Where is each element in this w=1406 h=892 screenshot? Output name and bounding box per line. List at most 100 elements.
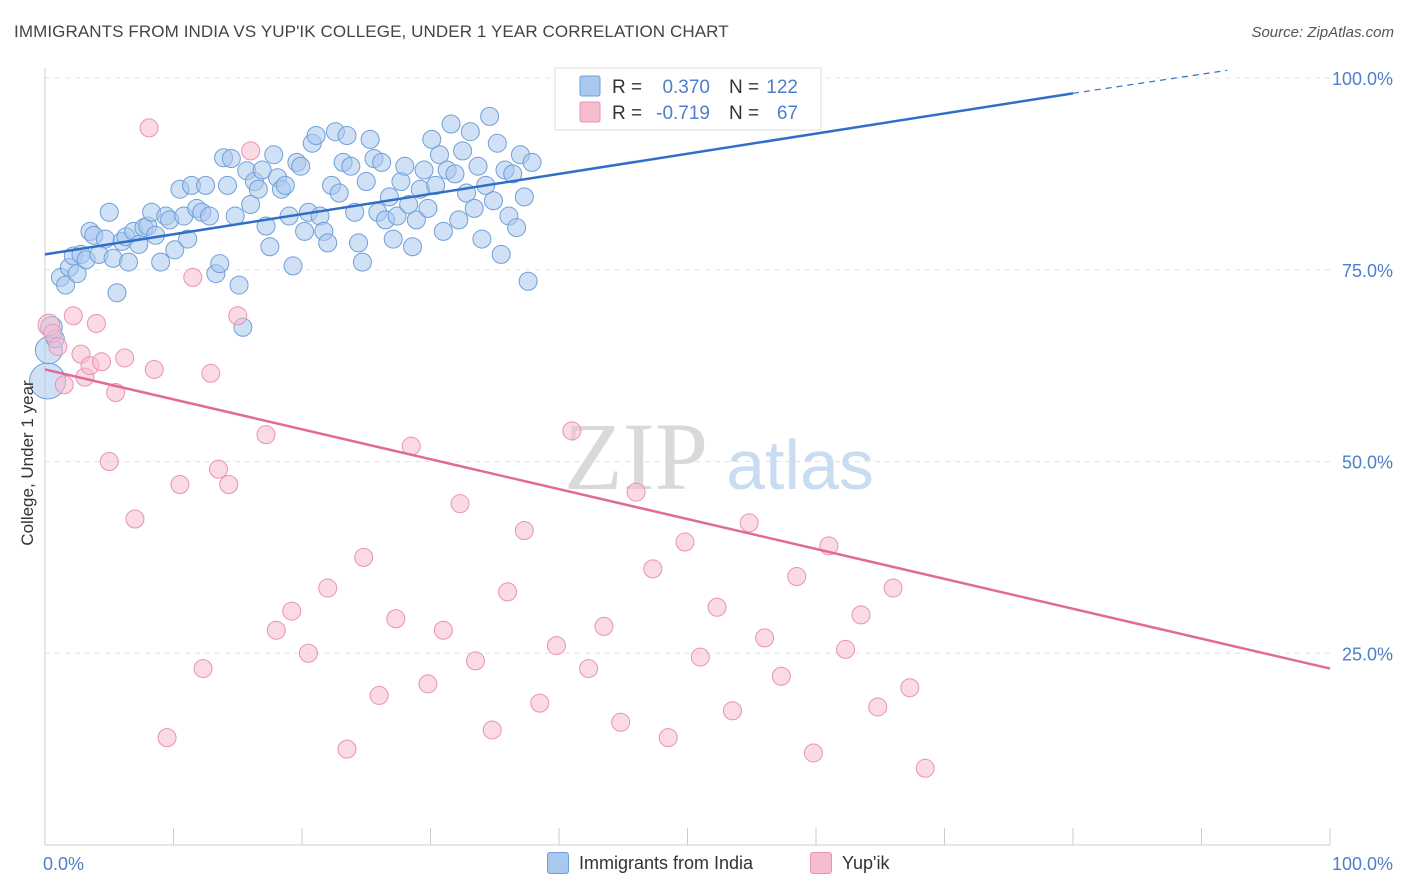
india-point-68 [318,233,338,253]
india-trend-line [44,92,1074,256]
yupik-point-8 [86,313,106,333]
yupik-point-37 [450,494,470,514]
yupik-point-55 [739,513,759,533]
yupik-point-25 [256,425,276,445]
legend-label-yupik: Yup'ik [842,852,890,873]
yupik-point-32 [369,685,389,705]
stats-swatch-0 [579,75,601,97]
india-point-100 [441,114,461,134]
india-point-17 [107,283,127,303]
india-point-117 [507,218,527,238]
india-point-88 [395,156,415,176]
yupik-point-14 [139,118,159,138]
yupik-point-22 [219,475,239,495]
india-point-40 [210,254,230,274]
stats-r-label-0: R = [612,77,642,98]
yupik-point-4 [63,306,83,326]
yupik-point-48 [626,482,646,502]
india-point-33 [178,229,198,249]
stats-n-label-0: N = [729,77,759,98]
india-point-45 [229,275,249,295]
grid-layer [45,77,1330,654]
india-point-102 [449,210,469,230]
yupik-point-15 [144,359,164,379]
india-point-79 [360,129,380,149]
yupik-point-33 [386,609,406,629]
india-point-82 [372,152,392,172]
yupik-point-10 [99,452,119,471]
stats-n-value-1: 67 [777,103,798,124]
yupik-point-66 [915,758,935,778]
yupik-point-45 [579,659,599,679]
yupik-point-28 [298,643,318,663]
india-point-76 [349,233,369,253]
yupik-point-23 [228,306,248,326]
india-point-62 [295,221,315,241]
india-point-119 [514,187,534,207]
legend-item-yupik: Yup'ik [810,852,889,874]
points-layer [29,106,935,778]
chart-title: IMMIGRANTS FROM INDIA VS YUP'IK COLLEGE,… [14,22,729,41]
yupik-point-44 [562,421,582,441]
india-point-86 [387,206,407,226]
india-point-71 [329,183,349,203]
india-point-106 [464,198,484,218]
yupik-trend-line [44,368,1331,670]
india-point-15 [99,202,119,222]
yupik-point-50 [658,728,678,748]
series-legend: Immigrants from India Yup'ik [0,852,1406,878]
india-point-89 [399,195,419,215]
india-point-103 [453,141,473,161]
yupik-point-49 [643,559,663,579]
india-point-97 [429,145,449,165]
yupik-point-29 [318,578,338,598]
yupik-point-58 [787,567,807,587]
x-tick-label-0: 0.0% [43,854,84,874]
yupik-point-46 [594,616,614,636]
yupik-point-26 [266,620,286,640]
india-point-84 [379,187,399,207]
yupik-point-31 [354,547,374,567]
india-point-20 [119,252,139,272]
india-point-38 [199,206,219,226]
y-axis-label: College, Under 1 year [18,380,37,546]
india-point-48 [241,195,261,215]
india-point-112 [487,133,507,153]
india-point-8 [67,264,87,284]
tick-labels: 25.0% 50.0% 75.0% 100.0% 0.0% 100.0% [43,69,1393,874]
stats-r-value-0: 0.370 [662,77,710,98]
india-point-105 [460,122,480,142]
india-point-93 [414,160,434,180]
yupik-point-65 [900,678,920,698]
india-point-98 [433,221,453,241]
india-trend-extension [1072,69,1228,94]
yupik-point-2 [48,336,68,356]
y-tick-label-1: 50.0% [1342,453,1393,473]
yupik-point-43 [546,636,566,656]
stats-legend: R = 0.370 N = 122 R = -0.719 N = 67 [554,67,822,131]
yupik-point-47 [611,712,631,732]
india-point-113 [491,244,511,264]
india-point-42 [217,175,237,195]
yupik-point-56 [755,628,775,648]
india-point-59 [283,256,303,276]
yupik-point-20 [201,363,221,383]
axes-layer [44,68,1331,846]
yupik-point-38 [465,651,485,671]
yupik-point-16 [157,728,177,748]
stats-r-value-1: -0.719 [656,103,710,124]
yupik-point-19 [193,659,213,679]
yupik-point-17 [170,475,190,495]
india-point-50 [248,179,268,199]
yupik-point-13 [125,509,145,529]
yupik-point-62 [851,605,871,625]
legend-swatch-india [547,852,569,874]
yupik-point-18 [183,267,203,287]
stats-n-value-0: 122 [766,77,798,98]
yupik-point-40 [498,582,518,602]
stats-r-label-1: R = [612,103,642,124]
india-point-61 [291,156,311,176]
india-point-120 [518,271,538,291]
india-point-78 [356,172,376,192]
india-point-121 [522,152,542,172]
